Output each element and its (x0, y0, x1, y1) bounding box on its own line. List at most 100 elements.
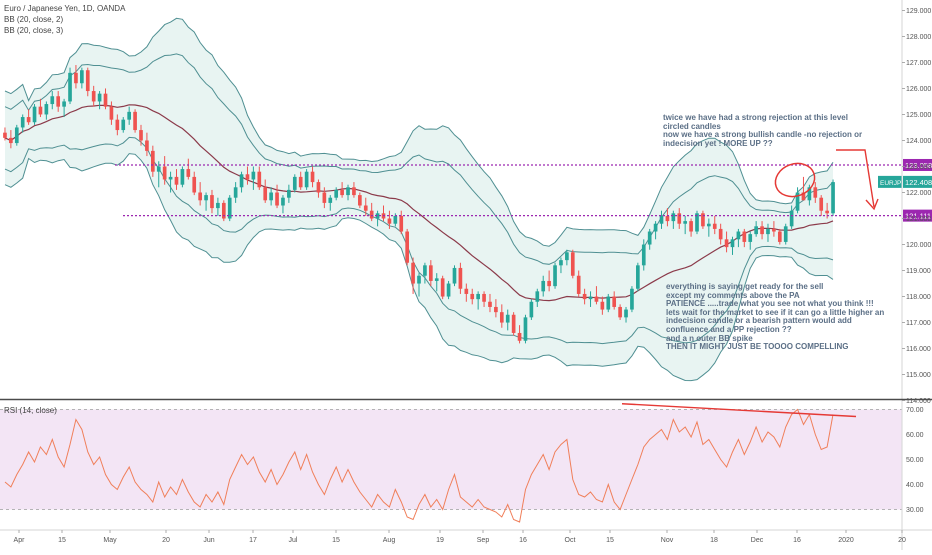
candle (659, 210, 664, 229)
candle (718, 223, 723, 245)
candle-body (476, 293, 480, 300)
candle-body (529, 301, 534, 318)
price-pane[interactable] (3, 17, 902, 382)
candle (180, 166, 185, 188)
candle-body (630, 288, 634, 310)
candle (653, 221, 658, 240)
candle (730, 236, 735, 255)
candle (636, 262, 640, 292)
candle (641, 239, 646, 271)
candle-body (677, 213, 682, 224)
candle (606, 293, 611, 313)
candle-body (198, 192, 202, 201)
annotation-bottom: everything is saying get ready for the s… (666, 282, 885, 352)
candle (547, 270, 551, 292)
candle (20, 114, 25, 133)
candle (760, 221, 764, 240)
rsi-legend: RSI (14, close) (4, 406, 57, 415)
candle (807, 184, 812, 206)
candle-body (298, 176, 303, 188)
candle (103, 88, 108, 110)
time-tick-label: 15 (606, 537, 614, 544)
time-tick-label: 16 (793, 537, 801, 544)
rsi-tick-label: 30.00 (906, 507, 924, 514)
time-tick-label: 18 (710, 537, 718, 544)
candle-body (458, 267, 463, 289)
time-tick-label: 20 (162, 537, 170, 544)
candle-body (505, 314, 510, 323)
candle (736, 228, 741, 248)
candle-body (399, 215, 404, 232)
time-tick-label: 15 (58, 537, 66, 544)
candle-body (559, 260, 563, 266)
bb-upper-3 (4, 17, 834, 247)
forecast-arrow (836, 149, 875, 208)
candle (26, 109, 31, 125)
candle-body (97, 93, 102, 102)
candle-body (387, 218, 392, 224)
time-tick-label: Aug (383, 537, 396, 544)
candle-body (227, 197, 232, 219)
time-tick-label: Jun (203, 537, 214, 544)
time-tick-label: Nov (661, 537, 674, 544)
highlight-circle (774, 162, 816, 198)
candle (612, 291, 617, 310)
candle (677, 208, 682, 229)
candle-body (269, 192, 273, 201)
candle (139, 124, 143, 146)
candle (281, 195, 285, 214)
candle-body (742, 231, 747, 242)
time-tick-label: 2020 (838, 537, 854, 544)
candle (162, 156, 167, 185)
candle (505, 309, 510, 331)
candle-body (671, 213, 676, 222)
time-tick-label: Jul (289, 537, 298, 544)
candle (340, 182, 344, 198)
candle-body (103, 93, 108, 107)
candle (97, 91, 102, 110)
candle (133, 109, 137, 133)
candle (127, 106, 132, 125)
candle-body (363, 205, 368, 211)
candle (582, 288, 587, 305)
candle (204, 192, 208, 211)
candle-body (115, 119, 120, 131)
time-tick-label: 20 (898, 537, 906, 544)
candle (446, 280, 451, 300)
candle-body (334, 189, 339, 198)
candle (322, 187, 327, 209)
level-label: 121.111 (905, 212, 931, 221)
candle (375, 210, 380, 227)
candle (198, 182, 202, 206)
candle-body (358, 195, 362, 206)
candle-body (14, 127, 19, 144)
candle-body (56, 96, 61, 107)
candle (221, 200, 226, 222)
candle (565, 249, 569, 266)
candle (369, 202, 374, 222)
candle-body (304, 171, 309, 188)
candle-body (594, 296, 599, 302)
bb-lower-2 (4, 136, 834, 345)
candle-body (576, 275, 581, 294)
candle-body (322, 192, 327, 203)
candle-body (74, 72, 78, 84)
candle (156, 161, 161, 188)
candle (304, 169, 309, 190)
candle (328, 195, 333, 211)
candle-body (582, 293, 587, 300)
rsi-pane[interactable] (0, 403, 902, 523)
price-tick-label: 125.000 (906, 112, 931, 119)
price-tick-label: 126.000 (906, 86, 931, 93)
candle (813, 182, 818, 203)
candle-body (186, 169, 191, 177)
candle-body (470, 293, 475, 300)
candle-body (62, 101, 66, 107)
candle-body (44, 104, 49, 115)
time-tick-label: 16 (519, 537, 527, 544)
level-label: 123.058 (905, 161, 932, 170)
candle (56, 91, 61, 112)
candle-body (281, 197, 285, 206)
